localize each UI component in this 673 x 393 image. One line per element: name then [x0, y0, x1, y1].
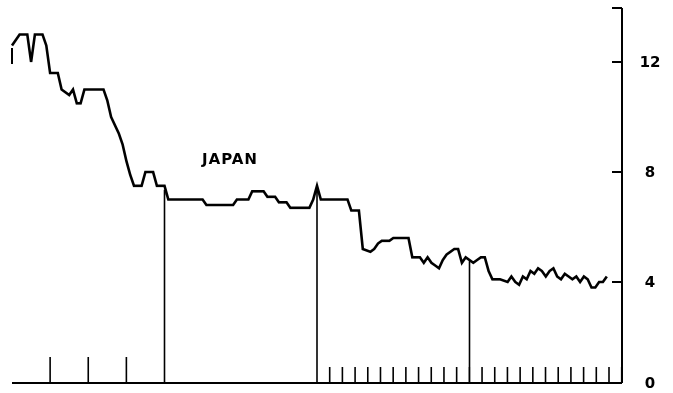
x-ticks: [49, 357, 623, 383]
series-layer: [10, 33, 608, 289]
y-tick-label: 4: [645, 273, 655, 291]
x-dividers: [163, 189, 471, 383]
y-tick-label: 8: [645, 163, 655, 181]
labels-layer: 0 4 8 12 JAPAN: [201, 53, 660, 392]
y-tick-label: 12: [640, 53, 661, 71]
series-label: JAPAN: [201, 150, 258, 168]
y-tick-label: 0: [645, 374, 655, 392]
series-line: [10, 33, 608, 289]
